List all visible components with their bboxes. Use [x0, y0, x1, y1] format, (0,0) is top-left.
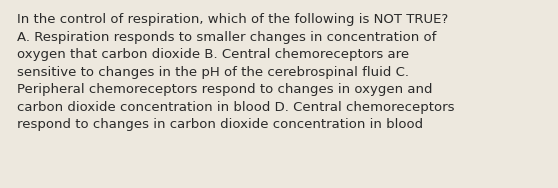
Text: In the control of respiration, which of the following is NOT TRUE?
A. Respiratio: In the control of respiration, which of … — [17, 13, 454, 131]
